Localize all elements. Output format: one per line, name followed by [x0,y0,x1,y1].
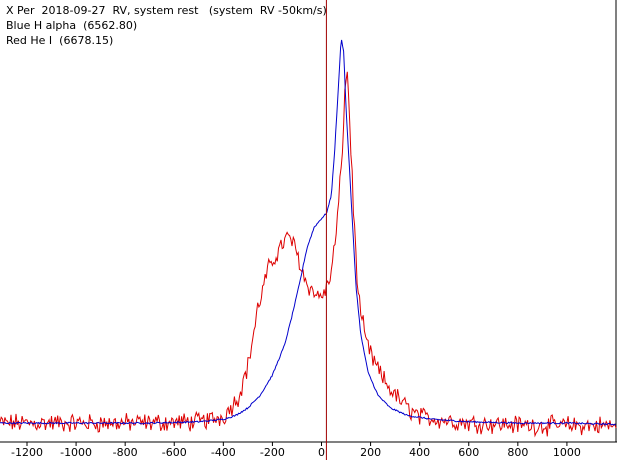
x-tick-label: -800 [113,446,138,459]
x-tick-label: 800 [507,446,528,459]
x-tick-label: 1000 [553,446,581,459]
legend-entry-blue: Blue H alpha (6562.80) [6,19,138,32]
x-tick-label: 400 [409,446,430,459]
x-axis-ticks: -1200 -1000 -800 -600 -400 -200 0 200 400 600 800 1… [11,442,581,459]
x-tick-label: -400 [211,446,236,459]
chart-title: X Per 2018-09-27 RV, system rest (system… [6,4,327,17]
x-tick-label: -1000 [60,446,92,459]
x-tick-label: -200 [260,446,285,459]
x-tick-label: -1200 [11,446,43,459]
legend-entry-red: Red He I (6678.15) [6,34,114,47]
series-line-red-he-i [0,71,617,438]
x-tick-label: 200 [360,446,381,459]
series-layer [0,39,617,438]
x-tick-label: -600 [162,446,187,459]
x-tick-label: 0 [318,446,325,459]
series-line-blue-h-alpha [0,39,616,426]
x-tick-label: 600 [458,446,479,459]
